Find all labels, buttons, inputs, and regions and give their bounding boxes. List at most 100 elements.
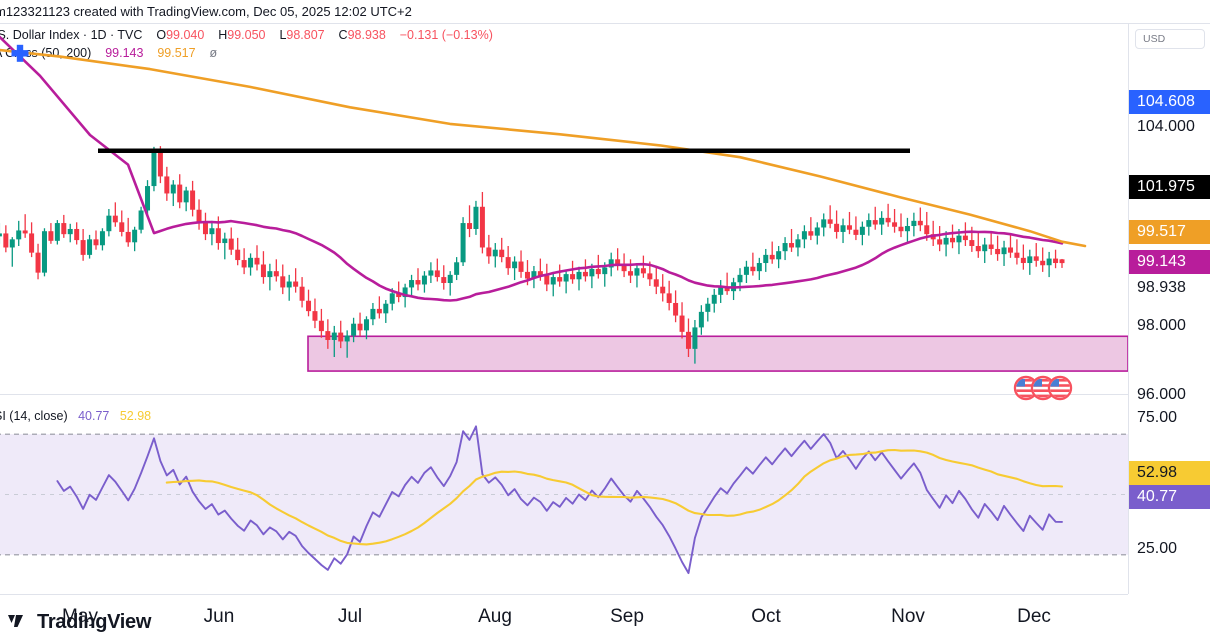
candle-body [911, 220, 917, 227]
candle-body [962, 235, 968, 241]
rsi-chart-pane[interactable] [0, 395, 1128, 594]
candle-body [582, 271, 588, 277]
candle-body [988, 244, 994, 249]
candle-body [1001, 247, 1007, 255]
candle-body [853, 229, 859, 235]
price-badge[interactable]: 104.608 [1129, 90, 1210, 114]
us-flag-icon[interactable] [1047, 375, 1073, 401]
candle-body [9, 239, 15, 248]
candlestick-series[interactable] [0, 146, 1065, 364]
candle-body [306, 300, 312, 312]
price-badge[interactable]: 99.517 [1129, 220, 1210, 244]
candle-body [589, 268, 595, 277]
rsi-ma-value: 52.98 [119, 409, 152, 423]
rsi-ma-line[interactable] [165, 448, 1064, 546]
time-label: Jul [337, 606, 363, 627]
candle-body [67, 228, 73, 235]
candle-body [119, 222, 125, 232]
rsi-indicator-name[interactable]: SI (14, close) [0, 409, 68, 423]
candle-body [0, 233, 2, 237]
candle-body [190, 190, 196, 210]
candle-body [74, 228, 80, 241]
ma50-line[interactable] [0, 30, 1064, 302]
candle-body [724, 286, 730, 292]
candle-body [209, 228, 215, 235]
candle-body [821, 219, 827, 228]
candle-body [16, 230, 22, 240]
candle-body [215, 228, 221, 244]
candle-body [112, 215, 118, 223]
candle-body [943, 237, 949, 245]
currency-badge[interactable]: USD [1135, 29, 1205, 49]
candle-body [756, 263, 762, 272]
candle-body [396, 293, 402, 298]
cross-marker-h [11, 50, 29, 57]
candle-body [808, 231, 814, 236]
symbol-title[interactable]: .S. Dollar Index · 1D · TVC [0, 28, 143, 42]
rsi-line[interactable] [56, 425, 1063, 575]
candle-body [1040, 260, 1046, 266]
candle-body [872, 220, 878, 225]
candle-body [338, 332, 344, 342]
candle-body [1053, 258, 1059, 264]
candle-body [666, 293, 672, 303]
candle-body [1059, 259, 1065, 264]
candle-body [54, 223, 60, 241]
candle-body [795, 239, 801, 248]
ma-cross-marker[interactable] [11, 44, 29, 62]
candle-body [389, 293, 395, 304]
candle-body [1046, 258, 1052, 266]
price-chart-pane[interactable] [0, 24, 1128, 394]
candle-body [1020, 257, 1026, 264]
price-badge[interactable]: 99.143 [1129, 250, 1210, 274]
economic-event-badges[interactable] [1013, 375, 1073, 401]
candle-body [132, 229, 138, 243]
indicator-settings-icon[interactable]: ø [209, 46, 218, 60]
candle-body [956, 235, 962, 243]
candle-body [254, 257, 260, 265]
tradingview-watermark: TradingView [8, 611, 151, 634]
candle-body [550, 277, 556, 285]
candle-body [383, 303, 389, 314]
time-label: Sep [610, 606, 644, 627]
price-badge[interactable]: 52.98 [1129, 461, 1210, 485]
candle-body [653, 279, 659, 287]
candle-body [267, 271, 273, 278]
ma200-line[interactable] [0, 48, 1087, 248]
high-value: 99.050 [227, 28, 266, 42]
symbol-legend-row[interactable]: .S. Dollar Index · 1D · TVC O99.040 H99.… [0, 27, 700, 44]
candle-body [164, 176, 170, 194]
candle-body [615, 259, 621, 266]
price-badge[interactable]: 40.77 [1129, 485, 1210, 509]
support-zone-rect[interactable] [307, 335, 1128, 372]
candle-body [763, 254, 769, 264]
candle-body [834, 223, 840, 232]
candle-body [1033, 256, 1039, 261]
candle-body [228, 238, 234, 250]
time-axis[interactable]: May Jun Jul Aug Sep Oct Nov Dec [0, 594, 1128, 638]
candle-body [924, 225, 930, 235]
candle-body [22, 230, 28, 234]
candle-body [41, 231, 47, 273]
candle-body [325, 331, 331, 340]
us-flag-icon[interactable] [1013, 375, 1039, 401]
price-tick: 98.000 [1137, 317, 1186, 334]
price-scale[interactable]: USD 104.000 98.938 98.000 96.000 75.00 25.00 1… [1128, 24, 1210, 594]
candle-body [801, 231, 807, 240]
candle-body [885, 217, 891, 223]
high-label: H [218, 28, 228, 42]
candle-body [370, 308, 376, 320]
candle-body [750, 266, 756, 272]
candle-body [1027, 256, 1033, 264]
candle-body [151, 152, 157, 187]
price-badge[interactable]: 101.975 [1129, 175, 1210, 199]
candle-body [183, 190, 189, 203]
rsi-legend[interactable]: SI (14, close) 40.77 52.98 [0, 408, 151, 424]
candle-body [312, 311, 318, 321]
close-value: 98.938 [347, 28, 386, 42]
candle-body [570, 274, 576, 280]
ma200-value: 99.517 [157, 46, 196, 60]
candle-body [344, 335, 350, 342]
candle-body [99, 231, 105, 246]
candle-body [93, 239, 99, 246]
